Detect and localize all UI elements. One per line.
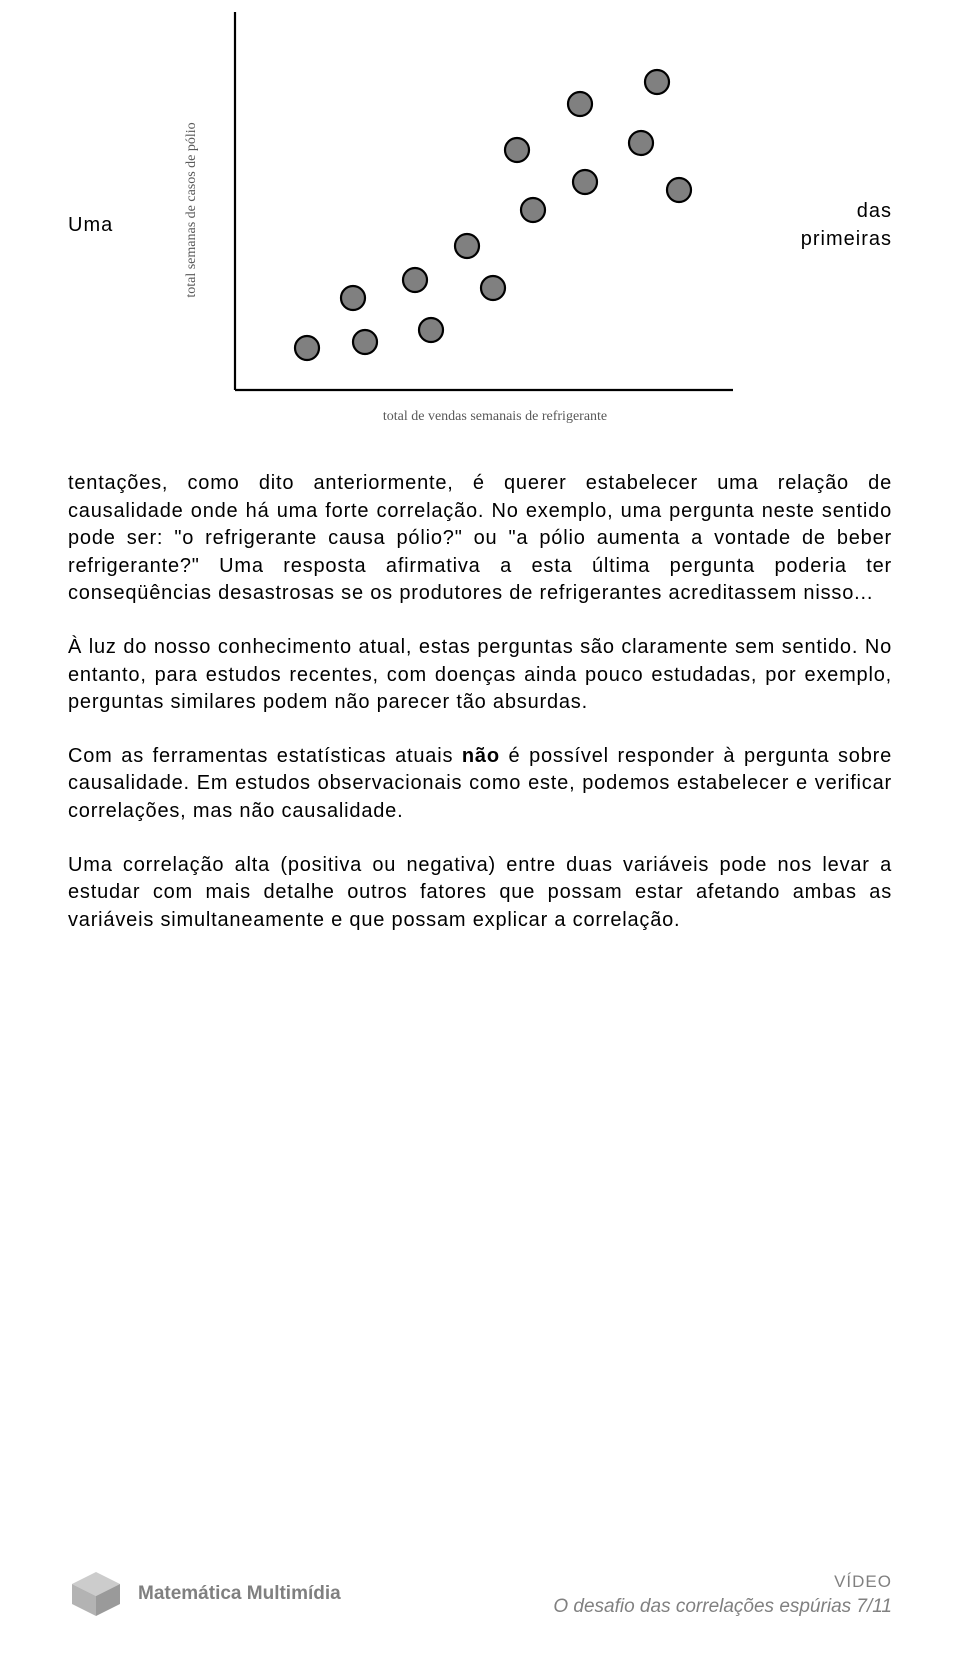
scatter-svg: total semanas de casos de pólio total de … xyxy=(165,10,745,440)
p3-bold: não xyxy=(462,745,500,767)
footer-right: VÍDEO O desafio das correlações espúrias… xyxy=(553,1572,892,1618)
footer-left: Matemática Multimídia xyxy=(68,1570,341,1618)
words-das-primeiras: das primeiras xyxy=(762,197,892,253)
svg-text:total de vendas semanais de re: total de vendas semanais de refrigerante xyxy=(383,409,607,424)
paragraph-2: À luz do nosso conhecimento atual, estas… xyxy=(68,634,892,717)
footer-brand: Matemática Multimídia xyxy=(138,1583,341,1605)
paragraph-1: tentações, como dito anteriormente, é qu… xyxy=(68,470,892,608)
paragraph-3: Com as ferramentas estatísticas atuais n… xyxy=(68,743,892,826)
word-uma: Uma xyxy=(68,214,148,237)
paragraph-4: Uma correlação alta (positiva ou negativ… xyxy=(68,852,892,935)
svg-text:total semanas de casos de póli: total semanas de casos de pólio xyxy=(184,122,199,297)
page-footer: Matemática Multimídia VÍDEO O desafio da… xyxy=(68,1570,892,1618)
scatter-chart: total semanas de casos de pólio total de … xyxy=(148,10,762,440)
footer-page-title: O desafio das correlações espúrias 7/11 xyxy=(553,1596,892,1618)
p3-pre: Com as ferramentas estatísticas atuais xyxy=(68,745,462,767)
cube-logo-icon xyxy=(68,1570,124,1618)
footer-video-label: VÍDEO xyxy=(553,1572,892,1592)
